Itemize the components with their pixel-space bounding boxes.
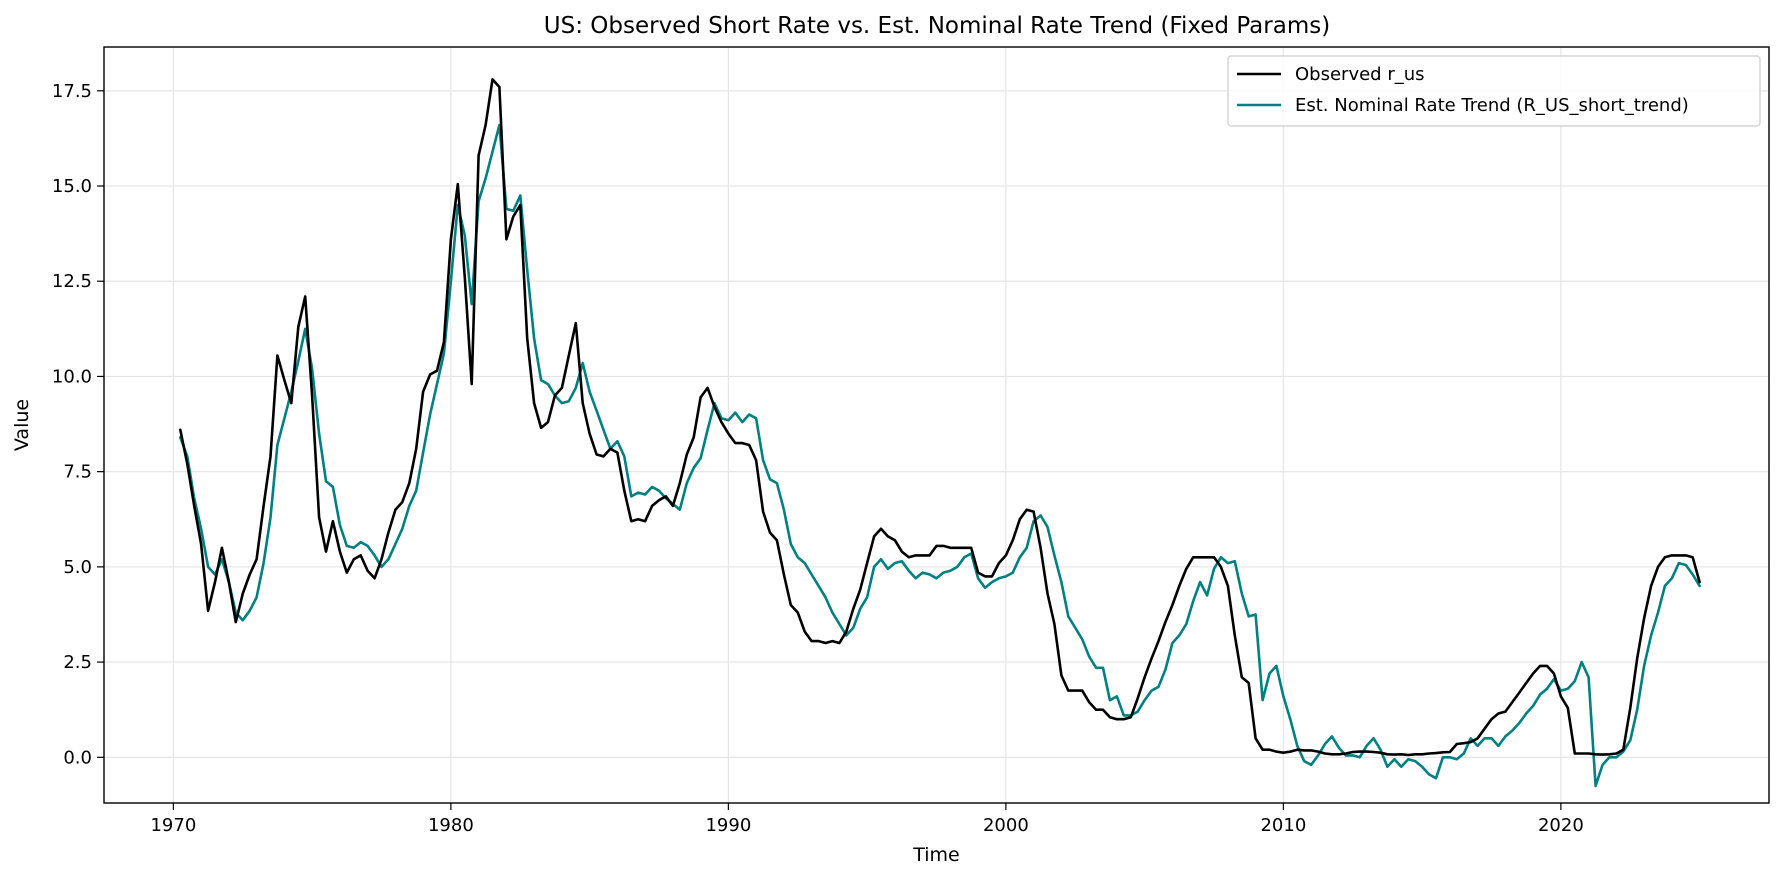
chart-title: US: Observed Short Rate vs. Est. Nominal… [544,13,1330,39]
y-tick-label: 17.5 [52,81,92,102]
y-axis-ticks: 0.0 2.5 5.0 7.5 10.0 12.5 15.0 17.5 [52,81,104,768]
legend-box [1227,55,1761,127]
x-tick-label: 1980 [428,815,474,836]
y-tick-label: 2.5 [63,652,92,673]
x-tick-label: 1970 [150,815,196,836]
y-axis-label: Value [11,399,33,451]
x-tick-label: 2000 [983,815,1029,836]
x-tick-label: 2020 [1538,815,1584,836]
series-line-observed [179,78,1701,757]
y-tick-label: 10.0 [52,366,92,387]
x-tick-label: 1990 [705,815,751,836]
y-tick-label: 5.0 [63,557,92,578]
y-tick-label: 12.5 [52,271,92,292]
legend-label-observed: Observed r_us [1295,64,1425,85]
x-axis-ticks: 1970 1980 1990 2000 2010 2020 [150,803,1584,836]
y-tick-label: 15.0 [52,176,92,197]
x-tick-label: 2010 [1260,815,1306,836]
plot-area-frame [103,46,1770,804]
y-tick-label: 7.5 [63,462,92,483]
legend-label-trend: Est. Nominal Rate Trend (R_US_short_tren… [1295,95,1689,116]
x-axis-label: Time [912,844,960,866]
y-tick-label: 0.0 [63,747,92,768]
series-layer [179,78,1701,788]
series-line-trend [179,123,1701,788]
legend: Observed r_us Est. Nominal Rate Trend (R… [1227,55,1761,127]
